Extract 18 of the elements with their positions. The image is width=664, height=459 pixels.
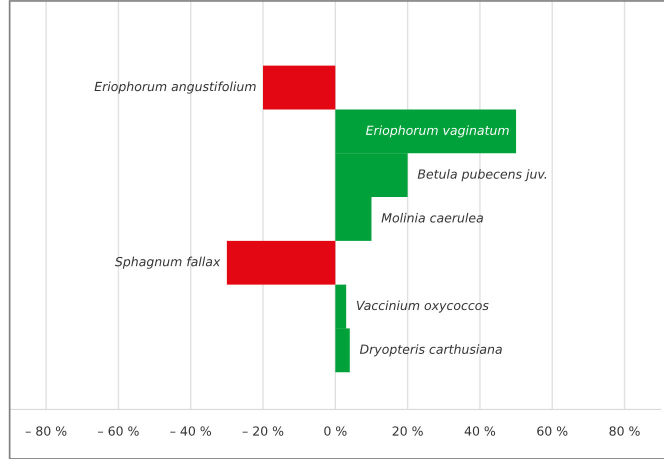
y-tick-label: Betula pubecens juv.	[418, 169, 546, 182]
y-tick-label: Sphagnum fallax	[114, 256, 220, 269]
y-tick-label: Eriophorum angustifolium	[94, 82, 256, 94]
x-tick-label: 80 %	[610, 426, 640, 436]
x-tick-label: – 20 %	[242, 426, 284, 436]
x-tick-label: 20 %	[392, 426, 423, 436]
x-tick-label: 0 %	[324, 426, 347, 436]
y-tick-label: Molinia caerulea	[382, 212, 483, 223]
x-tick-label: – 40 %	[170, 426, 212, 436]
y-tick-label: Vaccinium oxycoccos	[356, 300, 489, 313]
x-tick-label: 60 %	[537, 426, 568, 436]
x-tick-label: – 80 %	[26, 426, 66, 436]
x-tick-label: – 60 %	[98, 426, 139, 436]
y-tick-label: Eriophorum vaginatum	[366, 125, 509, 138]
bar	[263, 66, 336, 110]
x-tick-label: 40 %	[464, 426, 496, 436]
bar	[226, 240, 336, 285]
y-tick-label: Dryopteris carthusiana	[360, 344, 502, 356]
